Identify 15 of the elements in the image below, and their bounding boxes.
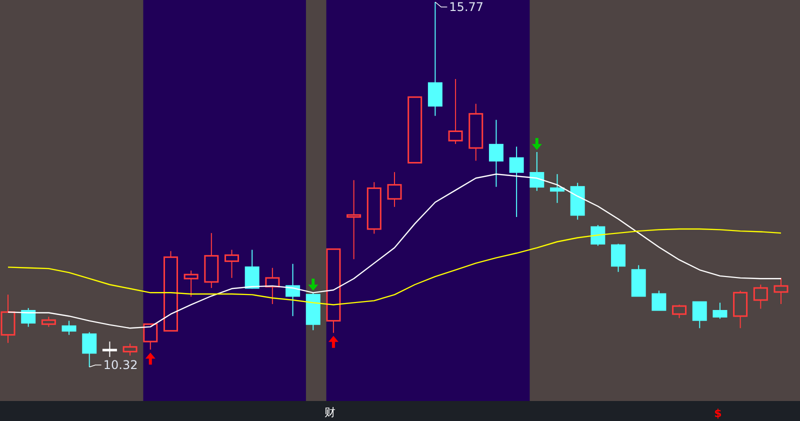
candlestick [204, 232, 219, 288]
candlestick [488, 119, 504, 188]
candlestick [0, 294, 16, 344]
candlestick [509, 146, 524, 218]
candlestick [265, 267, 280, 305]
candlestick [387, 172, 402, 208]
candlestick [346, 180, 362, 260]
candlestick [468, 103, 484, 162]
text: $ [714, 407, 722, 420]
candlestick [550, 174, 564, 204]
annotation: 10.32 [103, 358, 138, 372]
annotation: 15.77 [449, 0, 484, 14]
text: 财 [324, 406, 336, 419]
candlestick [286, 263, 300, 317]
candlestick [428, 2, 442, 116]
